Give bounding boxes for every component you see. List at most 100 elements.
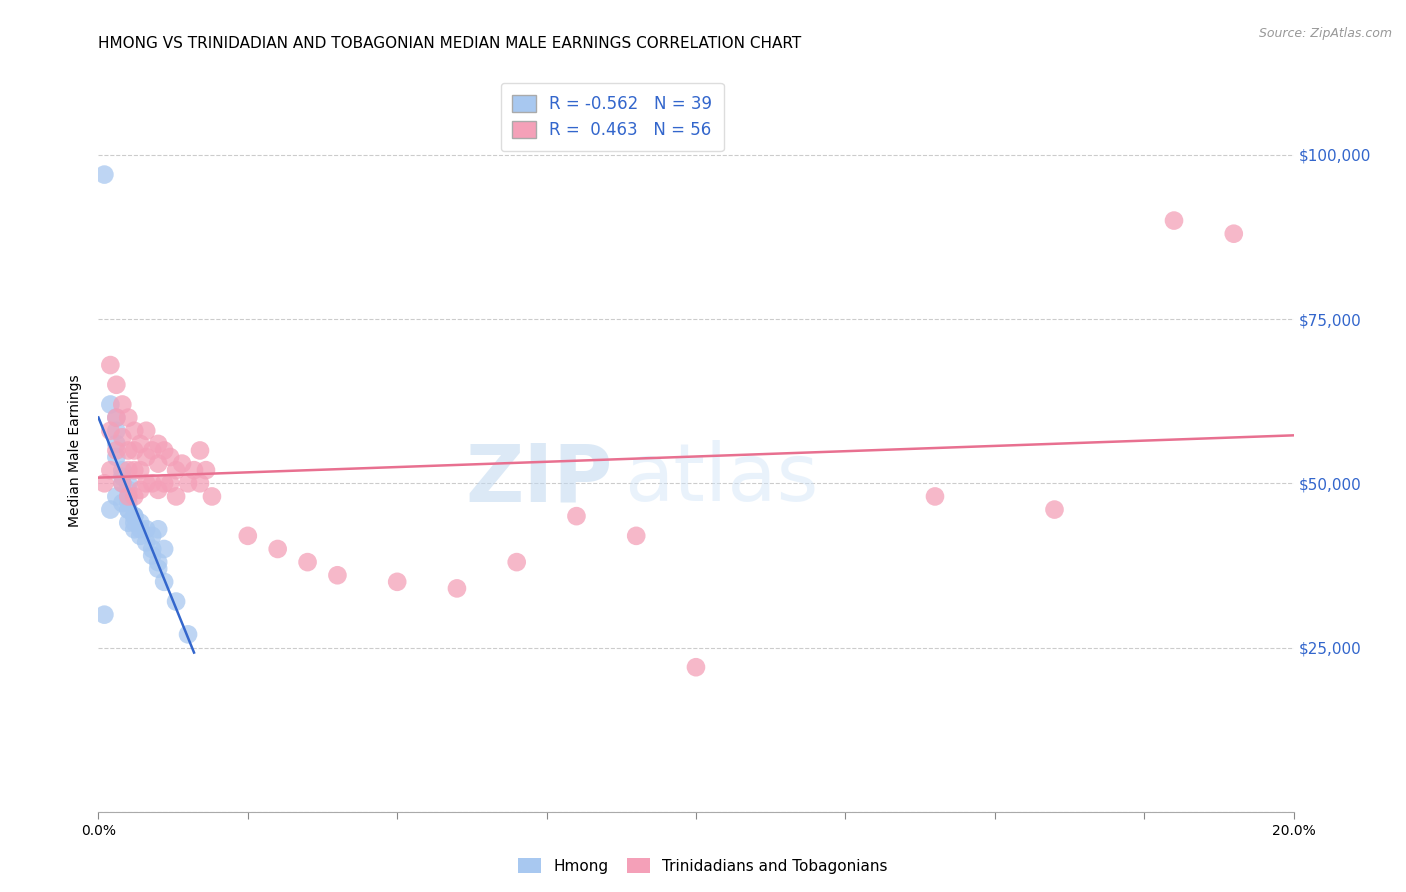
Point <box>111 469 134 483</box>
Point <box>129 437 152 451</box>
Point <box>135 450 157 464</box>
Point <box>153 443 176 458</box>
Point <box>188 476 211 491</box>
Point <box>1223 227 1246 241</box>
Point <box>98 358 122 372</box>
Point <box>111 430 134 444</box>
Point <box>165 594 187 608</box>
Point <box>565 509 588 524</box>
Point <box>117 502 139 516</box>
Point <box>111 476 134 491</box>
Point <box>111 496 134 510</box>
Point <box>141 549 163 563</box>
Point <box>141 541 163 556</box>
Point <box>117 410 139 425</box>
Point <box>124 463 146 477</box>
Point <box>183 463 205 477</box>
Point <box>124 516 146 530</box>
Point <box>98 463 122 477</box>
Point <box>172 457 194 471</box>
Point <box>135 424 157 438</box>
Point <box>105 424 128 438</box>
Point <box>1163 213 1185 227</box>
Point <box>117 490 139 504</box>
Point <box>1043 502 1066 516</box>
Point <box>148 522 170 536</box>
Point <box>177 627 200 641</box>
Point <box>626 529 648 543</box>
Point <box>153 476 176 491</box>
Point <box>105 437 128 451</box>
Point <box>297 555 319 569</box>
Point <box>159 476 181 491</box>
Point <box>98 397 122 411</box>
Point <box>129 483 152 497</box>
Point <box>105 410 128 425</box>
Point <box>165 490 187 504</box>
Point <box>236 529 259 543</box>
Point <box>148 562 170 576</box>
Point <box>111 397 134 411</box>
Text: atlas: atlas <box>624 441 818 518</box>
Point <box>117 463 139 477</box>
Point <box>117 502 139 516</box>
Point <box>93 476 115 491</box>
Point <box>129 522 152 536</box>
Point <box>141 529 163 543</box>
Point <box>117 476 139 491</box>
Legend: R = -0.562   N = 39, R =  0.463   N = 56: R = -0.562 N = 39, R = 0.463 N = 56 <box>501 83 724 151</box>
Text: Source: ZipAtlas.com: Source: ZipAtlas.com <box>1258 27 1392 40</box>
Point <box>924 490 946 504</box>
Y-axis label: Median Male Earnings: Median Male Earnings <box>69 374 83 527</box>
Point <box>165 463 187 477</box>
Point <box>111 476 134 491</box>
Point <box>135 476 157 491</box>
Point <box>124 424 146 438</box>
Text: ZIP: ZIP <box>465 441 613 518</box>
Point <box>148 457 170 471</box>
Text: HMONG VS TRINIDADIAN AND TOBAGONIAN MEDIAN MALE EARNINGS CORRELATION CHART: HMONG VS TRINIDADIAN AND TOBAGONIAN MEDI… <box>98 36 801 51</box>
Point <box>177 476 200 491</box>
Point <box>111 463 134 477</box>
Point <box>105 377 128 392</box>
Point <box>117 516 139 530</box>
Point <box>129 516 152 530</box>
Point <box>159 450 181 464</box>
Point <box>506 555 529 569</box>
Point <box>148 483 170 497</box>
Point <box>685 660 707 674</box>
Point <box>117 490 139 504</box>
Point <box>141 476 163 491</box>
Point <box>148 555 170 569</box>
Point <box>195 463 218 477</box>
Point <box>135 535 157 549</box>
Point <box>117 483 139 497</box>
Legend: Hmong, Trinidadians and Tobagonians: Hmong, Trinidadians and Tobagonians <box>512 852 894 880</box>
Point <box>124 490 146 504</box>
Point <box>153 574 176 589</box>
Point <box>385 574 409 589</box>
Point <box>141 443 163 458</box>
Point <box>153 541 176 556</box>
Point <box>124 443 146 458</box>
Point <box>188 443 211 458</box>
Point <box>124 509 146 524</box>
Point <box>117 443 139 458</box>
Point <box>124 522 146 536</box>
Point <box>267 541 290 556</box>
Point <box>129 463 152 477</box>
Point <box>105 443 128 458</box>
Point <box>105 410 128 425</box>
Point <box>135 522 157 536</box>
Point <box>98 424 122 438</box>
Point <box>105 490 128 504</box>
Point <box>93 168 115 182</box>
Point <box>117 496 139 510</box>
Point <box>98 502 122 516</box>
Point <box>326 568 349 582</box>
Point <box>446 582 468 596</box>
Point <box>93 607 115 622</box>
Point <box>129 529 152 543</box>
Point <box>124 509 146 524</box>
Point <box>201 490 224 504</box>
